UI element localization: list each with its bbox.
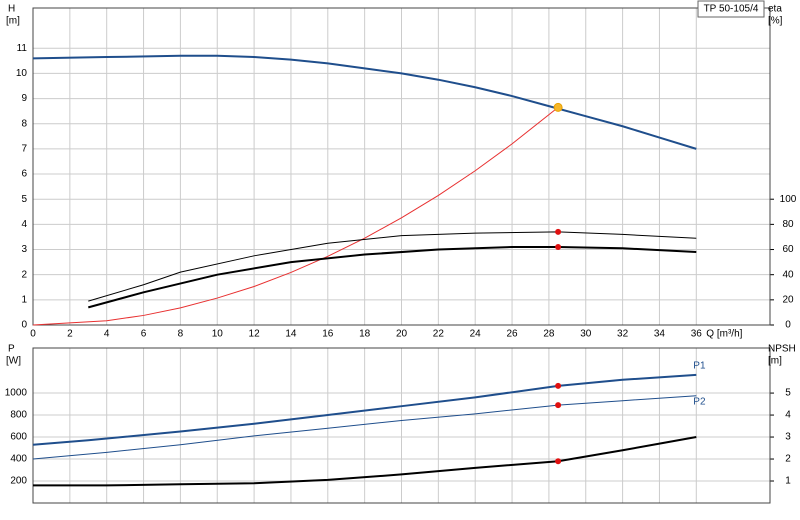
title-box (697, 0, 765, 18)
y-tick-label: 6 (21, 169, 27, 180)
x-tick-label: 10 (212, 329, 224, 340)
curve (32, 395, 697, 460)
duty-point (553, 102, 563, 112)
y2-tick-label: 60 (782, 244, 794, 255)
y2-tick-label: 4 (785, 410, 791, 421)
y2-tick-label: 1 (785, 476, 791, 487)
y-axis-label: H (8, 4, 15, 15)
curve (88, 231, 697, 302)
x-tick-label: 12 (249, 329, 261, 340)
y-tick-label: 0 (21, 320, 27, 331)
y-axis-unit: [W] (6, 356, 21, 367)
curve (33, 436, 697, 487)
x-tick-label: 2 (67, 329, 73, 340)
y-tick-label: 5 (21, 194, 27, 205)
x-tick-label: 34 (654, 329, 666, 340)
y2-tick-label: 20 (782, 294, 794, 305)
y-tick-label: 8 (21, 118, 27, 129)
y-tick-label: 3 (21, 244, 27, 255)
duty-point (555, 402, 562, 409)
y-tick-label: 11 (17, 43, 28, 54)
y-axis-unit: [m] (6, 16, 20, 27)
y-tick-label: 7 (21, 144, 27, 155)
y2-axis-label: eta (768, 4, 782, 15)
y2-axis-unit: [m] (768, 356, 782, 367)
duty-point (555, 382, 562, 389)
y-tick-label: 2 (21, 269, 27, 280)
x-tick-label: 26 (506, 329, 518, 340)
curve (32, 54, 697, 150)
y2-tick-label: 80 (782, 219, 794, 230)
chart-title: TP 50-105/4 (704, 4, 759, 15)
y-tick-label: 800 (10, 410, 27, 421)
y2-tick-label: 40 (782, 269, 794, 280)
y-tick-label: 9 (21, 93, 27, 104)
curve (88, 246, 697, 309)
x-tick-label: 4 (104, 329, 110, 340)
x-tick-label: 24 (470, 329, 482, 340)
x-tick-label: 30 (580, 329, 592, 340)
duty-point (555, 228, 562, 235)
plot-frame (32, 7, 771, 326)
y-axis-label: P (8, 344, 15, 355)
x-tick-label: 14 (285, 329, 297, 340)
duty-point (555, 458, 562, 465)
series-label: P2 (693, 396, 706, 407)
y-tick-label: 200 (10, 476, 27, 487)
curve (32, 106, 559, 326)
x-tick-label: 18 (359, 329, 371, 340)
y2-axis-unit: [%] (768, 16, 783, 27)
plot-frame (32, 347, 771, 504)
y2-tick-label: 100 (780, 194, 797, 205)
x-tick-label: 8 (178, 329, 184, 340)
series-label: P1 (693, 360, 706, 371)
x-tick-label: 28 (543, 329, 555, 340)
x-tick-label: 36 (691, 329, 703, 340)
x-tick-label: 16 (322, 329, 334, 340)
y2-tick-label: 2 (785, 454, 791, 465)
y2-tick-label: 5 (785, 388, 791, 399)
x-tick-label: 22 (433, 329, 445, 340)
duty-point (555, 244, 562, 251)
x-tick-label: 32 (617, 329, 629, 340)
x-tick-label: 20 (396, 329, 408, 340)
y-tick-label: 1000 (5, 388, 28, 399)
y2-tick-label: 0 (785, 320, 791, 331)
y-tick-label: 1 (21, 294, 27, 305)
y-tick-label: 400 (10, 454, 27, 465)
y-tick-label: 10 (16, 68, 28, 79)
y2-axis-label: NPSH (768, 344, 796, 355)
x-tick-label: 0 (30, 329, 36, 340)
curve (32, 373, 697, 446)
x-axis-label: Q [m³/h] (706, 329, 742, 340)
y-tick-label: 600 (10, 432, 27, 443)
x-tick-label: 6 (141, 329, 147, 340)
y-tick-label: 4 (21, 219, 27, 230)
y2-tick-label: 3 (785, 432, 791, 443)
